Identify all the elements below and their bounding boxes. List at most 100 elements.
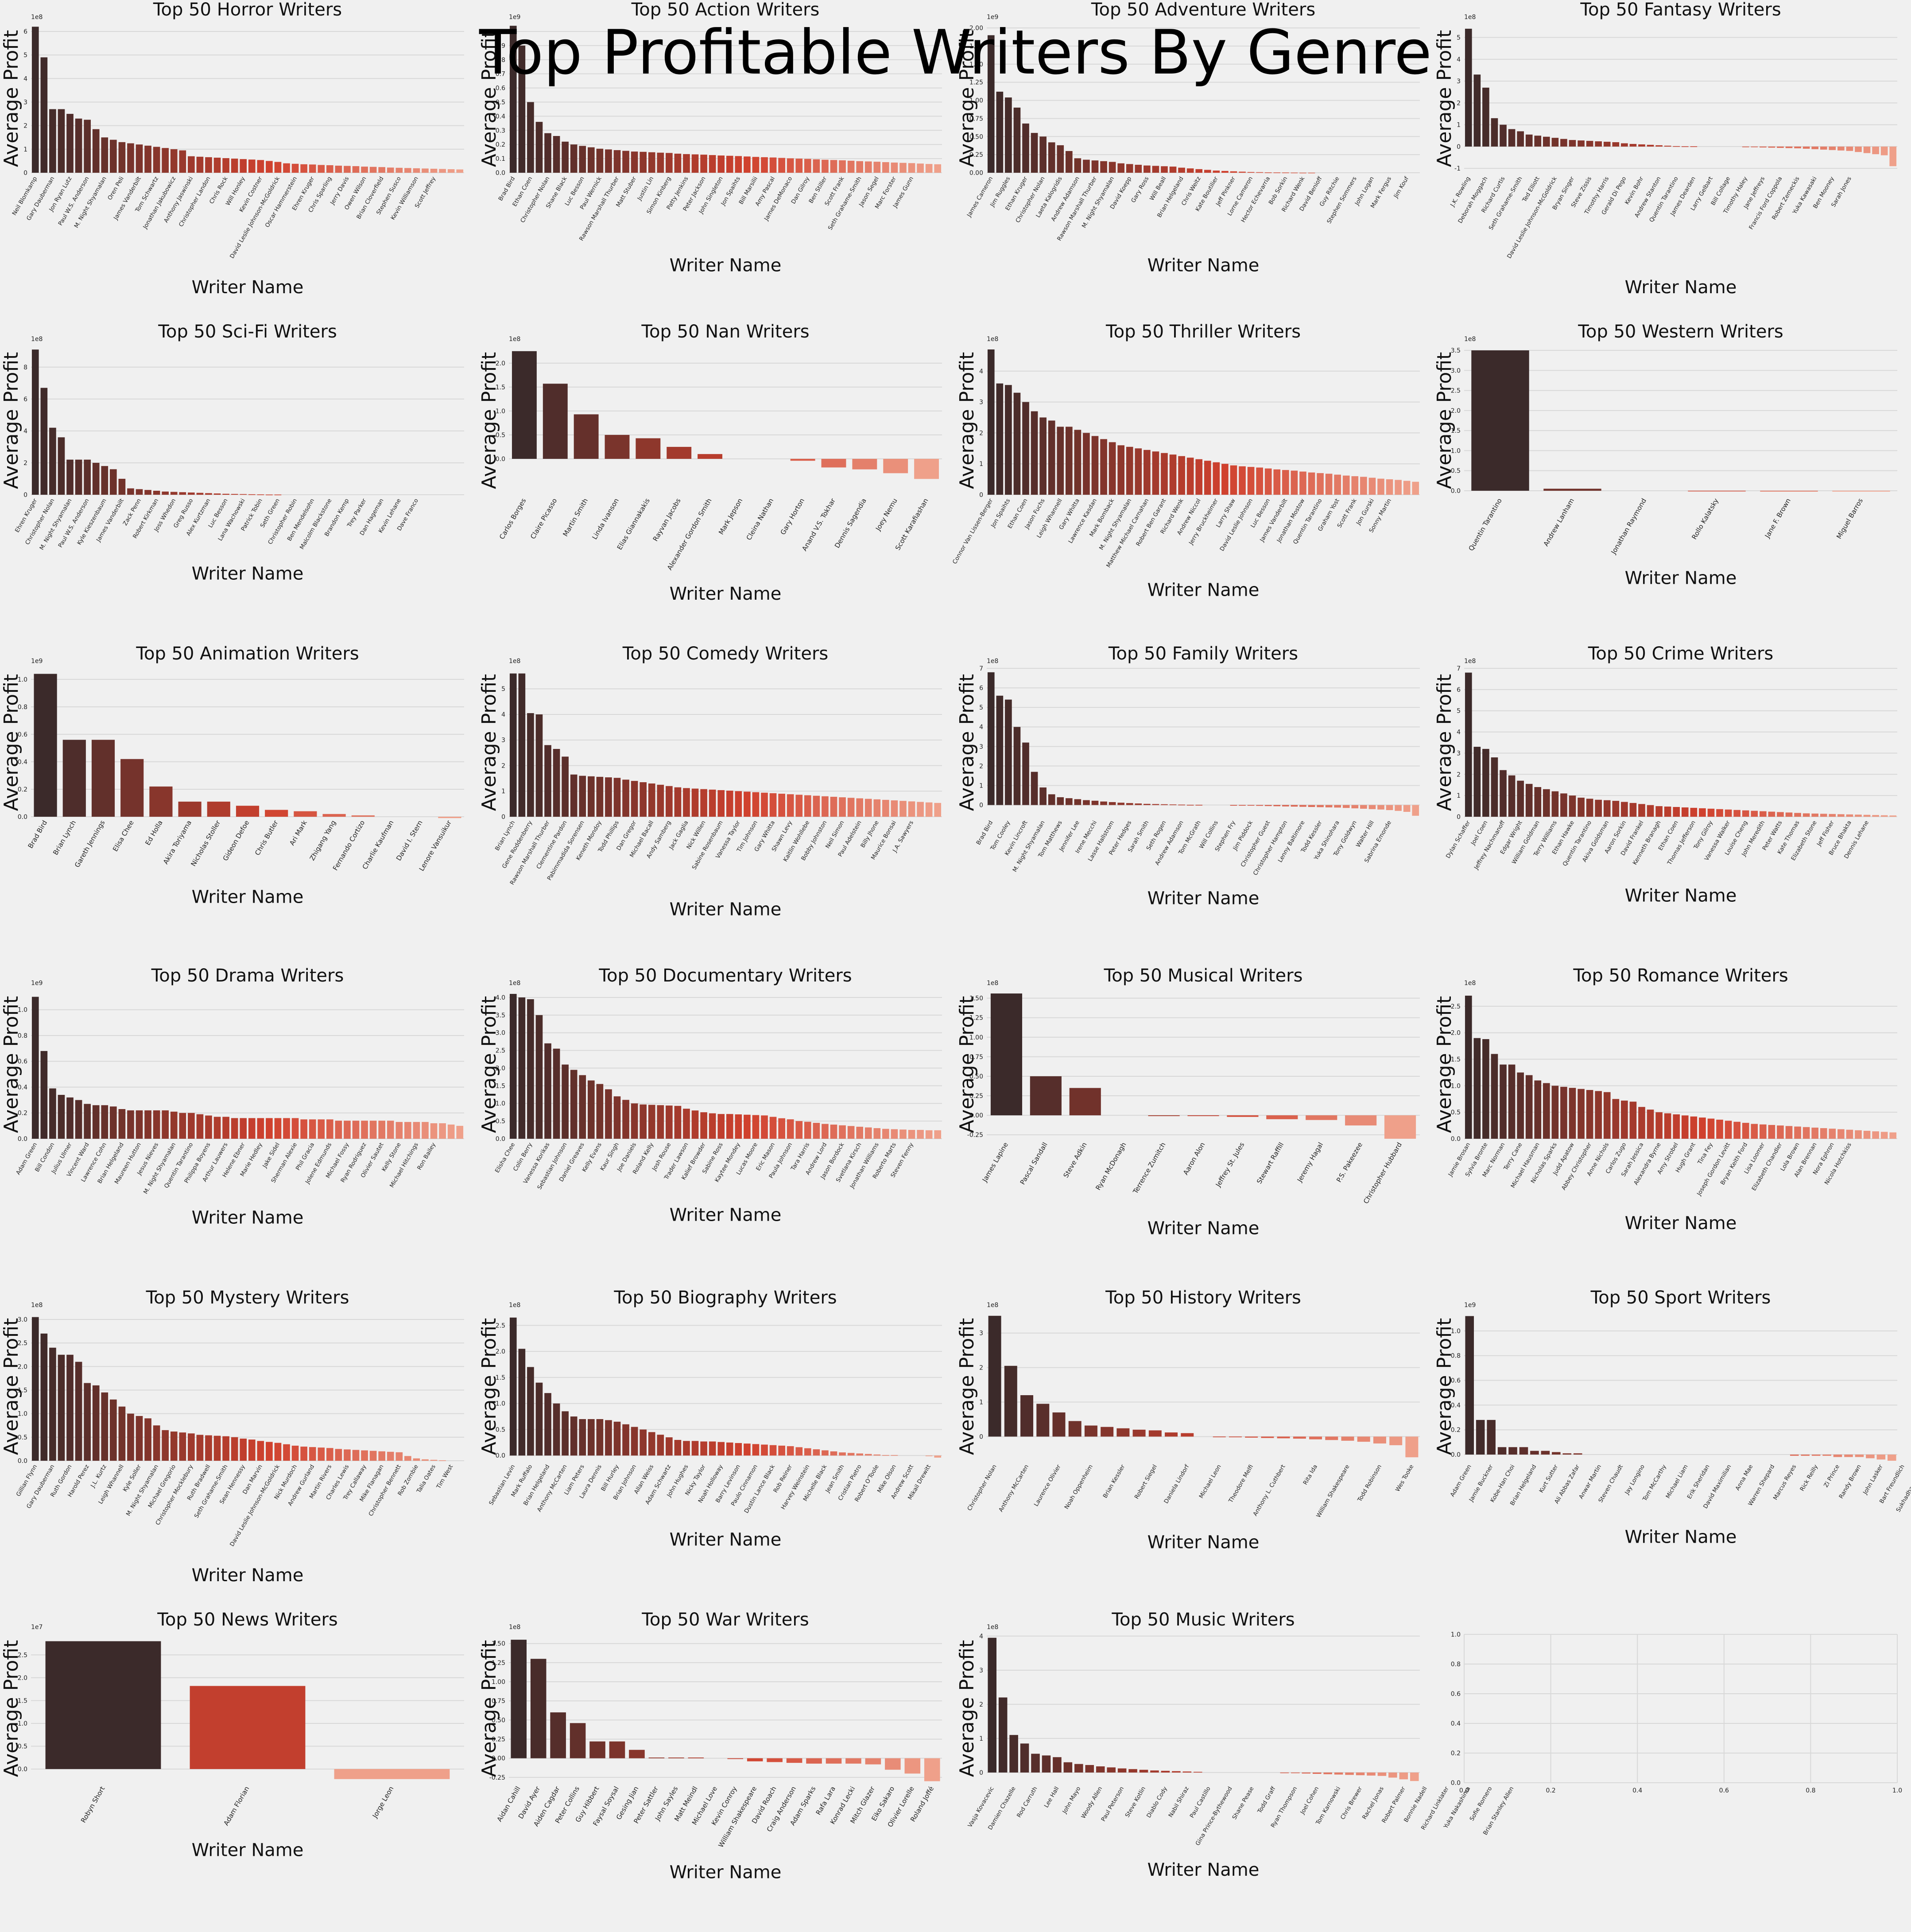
subplot: 0.0 0.2 0.4 0.6 0.8 1.0 1e9 Top 50 Sport Writer… [1433, 1288, 1911, 1610]
x-tick-label: Scott Karafiashan [894, 497, 930, 552]
bar [682, 1109, 690, 1139]
bar [439, 1460, 446, 1461]
x-tick-label: Paul Peterson [1100, 1786, 1125, 1823]
bar [1794, 813, 1802, 817]
bar [1186, 458, 1194, 495]
bar [196, 1114, 204, 1139]
bar [778, 794, 785, 817]
bar [605, 435, 630, 459]
subplot-svg: 0.00 0.25 0.50 0.75 1.00 1.25 1.50 1.75 2.00 1e9 T… [956, 0, 1420, 275]
bar [830, 1451, 837, 1456]
bar [109, 1106, 117, 1139]
y-tick-label: 1 [1457, 122, 1461, 129]
bar [1039, 787, 1047, 805]
bar [648, 152, 655, 173]
bar [291, 1445, 299, 1461]
bar [1473, 74, 1481, 147]
bar [925, 802, 933, 817]
bar [1056, 797, 1064, 805]
bar [1803, 146, 1810, 149]
bar [1820, 146, 1827, 150]
bar [1052, 1412, 1065, 1437]
bar [1551, 1086, 1559, 1139]
bar [1264, 805, 1272, 806]
bar [1822, 1455, 1832, 1456]
x-tick-label: Elizabeth Chandler [1751, 1141, 1784, 1192]
subplot-svg: 0 1 2 3 4 1e8 Top 50 Thriller Writers Average P… [951, 322, 1420, 601]
bar [1794, 1126, 1802, 1139]
bar [127, 143, 134, 173]
subplot-title: Top 50 Adventure Writers [1090, 0, 1315, 20]
bar [430, 1123, 438, 1139]
x-tick-label: Oren Peli [107, 176, 125, 202]
bar [369, 1451, 377, 1461]
y-tick-label: 0.0 [495, 1136, 505, 1143]
subplot-title: Top 50 Comedy Writers [622, 644, 828, 664]
subplot-svg: 0.0 0.1 0.2 0.3 0.4 0.5 0.6 0.7 0.8 0.9 1.0 1e9 Top … [478, 0, 942, 275]
bar [665, 153, 673, 173]
bar [1465, 995, 1472, 1139]
subplot-svg: 0.0 0.5 1.0 1.5 2.0 2.5 1e7 Top 50 News Writers… [0, 1610, 464, 1861]
bar [1100, 161, 1107, 173]
subplot-svg: 0.0 0.5 1.0 1.5 2.0 2.5 1e8 Top 50 Biography Wr… [478, 1288, 942, 1550]
y-tick-label: 3.5 [495, 1012, 505, 1019]
x-tick-label: Clementine Pardon [535, 820, 569, 870]
x-tick-label: Diablo Cody [1145, 1785, 1168, 1819]
bar [795, 1447, 802, 1456]
x-tick-label: Paul Castillo [1189, 1785, 1212, 1819]
bar [605, 1420, 612, 1456]
y-tick-label: 0.5 [1451, 468, 1461, 475]
bar [891, 1455, 898, 1456]
bar [213, 157, 221, 173]
bar [1134, 448, 1142, 495]
bar [1169, 804, 1176, 805]
x-tick-label: Adam Green [1449, 1464, 1473, 1498]
bar [1009, 1735, 1018, 1773]
subplot: 0.00 0.25 0.50 0.75 1.00 1.25 1.50 1.75 2.00 1e9 T… [956, 0, 1433, 322]
bar [1091, 800, 1098, 805]
y-tick-label: 4 [1457, 56, 1461, 63]
y-tick-label: 1.00 [969, 1034, 983, 1041]
x-tick-label: Jeff Fisher [1816, 819, 1836, 848]
bar [657, 1435, 664, 1456]
bar [511, 1640, 527, 1758]
bar [387, 1121, 394, 1139]
y-tick-label: 3 [979, 1330, 983, 1337]
y-tick-label: 0.0 [495, 170, 505, 177]
bar [1837, 814, 1845, 817]
subplot-title: Top 50 Action Writers [631, 0, 819, 20]
x-tick-label: Rachel Jonas [1361, 1785, 1385, 1820]
x-tick-label: Brad Bird [975, 820, 994, 846]
y-tick-label: 0.3 [495, 127, 505, 134]
x-tick-label: Kurt Sutter [1538, 1463, 1560, 1494]
bar [1595, 799, 1602, 817]
bar [769, 1445, 777, 1456]
y-tick-label: 2.5 [1451, 1003, 1461, 1010]
bar [1282, 805, 1289, 807]
y-axis-label: Average Profit [1433, 30, 1456, 167]
bar [66, 459, 74, 495]
bar [240, 159, 247, 173]
y-tick-label: 2.0 [18, 1675, 27, 1682]
y-tick-label: 0 [979, 1433, 983, 1440]
bar [1351, 476, 1358, 495]
subplot-svg: 0.0 0.2 0.4 0.6 0.8 1.0 0.0 0.2 0.4 0.6 0.8 1.0 [1451, 1631, 1902, 1794]
bar [998, 1697, 1007, 1773]
y-tick-label: 1.00 [492, 1679, 505, 1686]
bar [830, 796, 837, 817]
bar [1578, 1089, 1585, 1139]
bar [1074, 799, 1081, 805]
bar [1621, 1100, 1628, 1139]
bar [136, 1110, 143, 1139]
bar [628, 1750, 645, 1758]
bar [1148, 1430, 1162, 1437]
bar [752, 1115, 760, 1139]
subplot: 0.0 0.1 0.2 0.3 0.4 0.5 0.6 0.7 0.8 0.9 1.0 1e9 Top … [478, 0, 955, 322]
bar [778, 158, 785, 173]
y-tick-label: 1.0 [495, 1401, 505, 1408]
bar [587, 1080, 595, 1139]
bar [579, 1419, 586, 1456]
bar [852, 458, 877, 469]
bar [335, 1121, 342, 1139]
subplot-title: Top 50 Thriller Writers [1105, 322, 1300, 342]
